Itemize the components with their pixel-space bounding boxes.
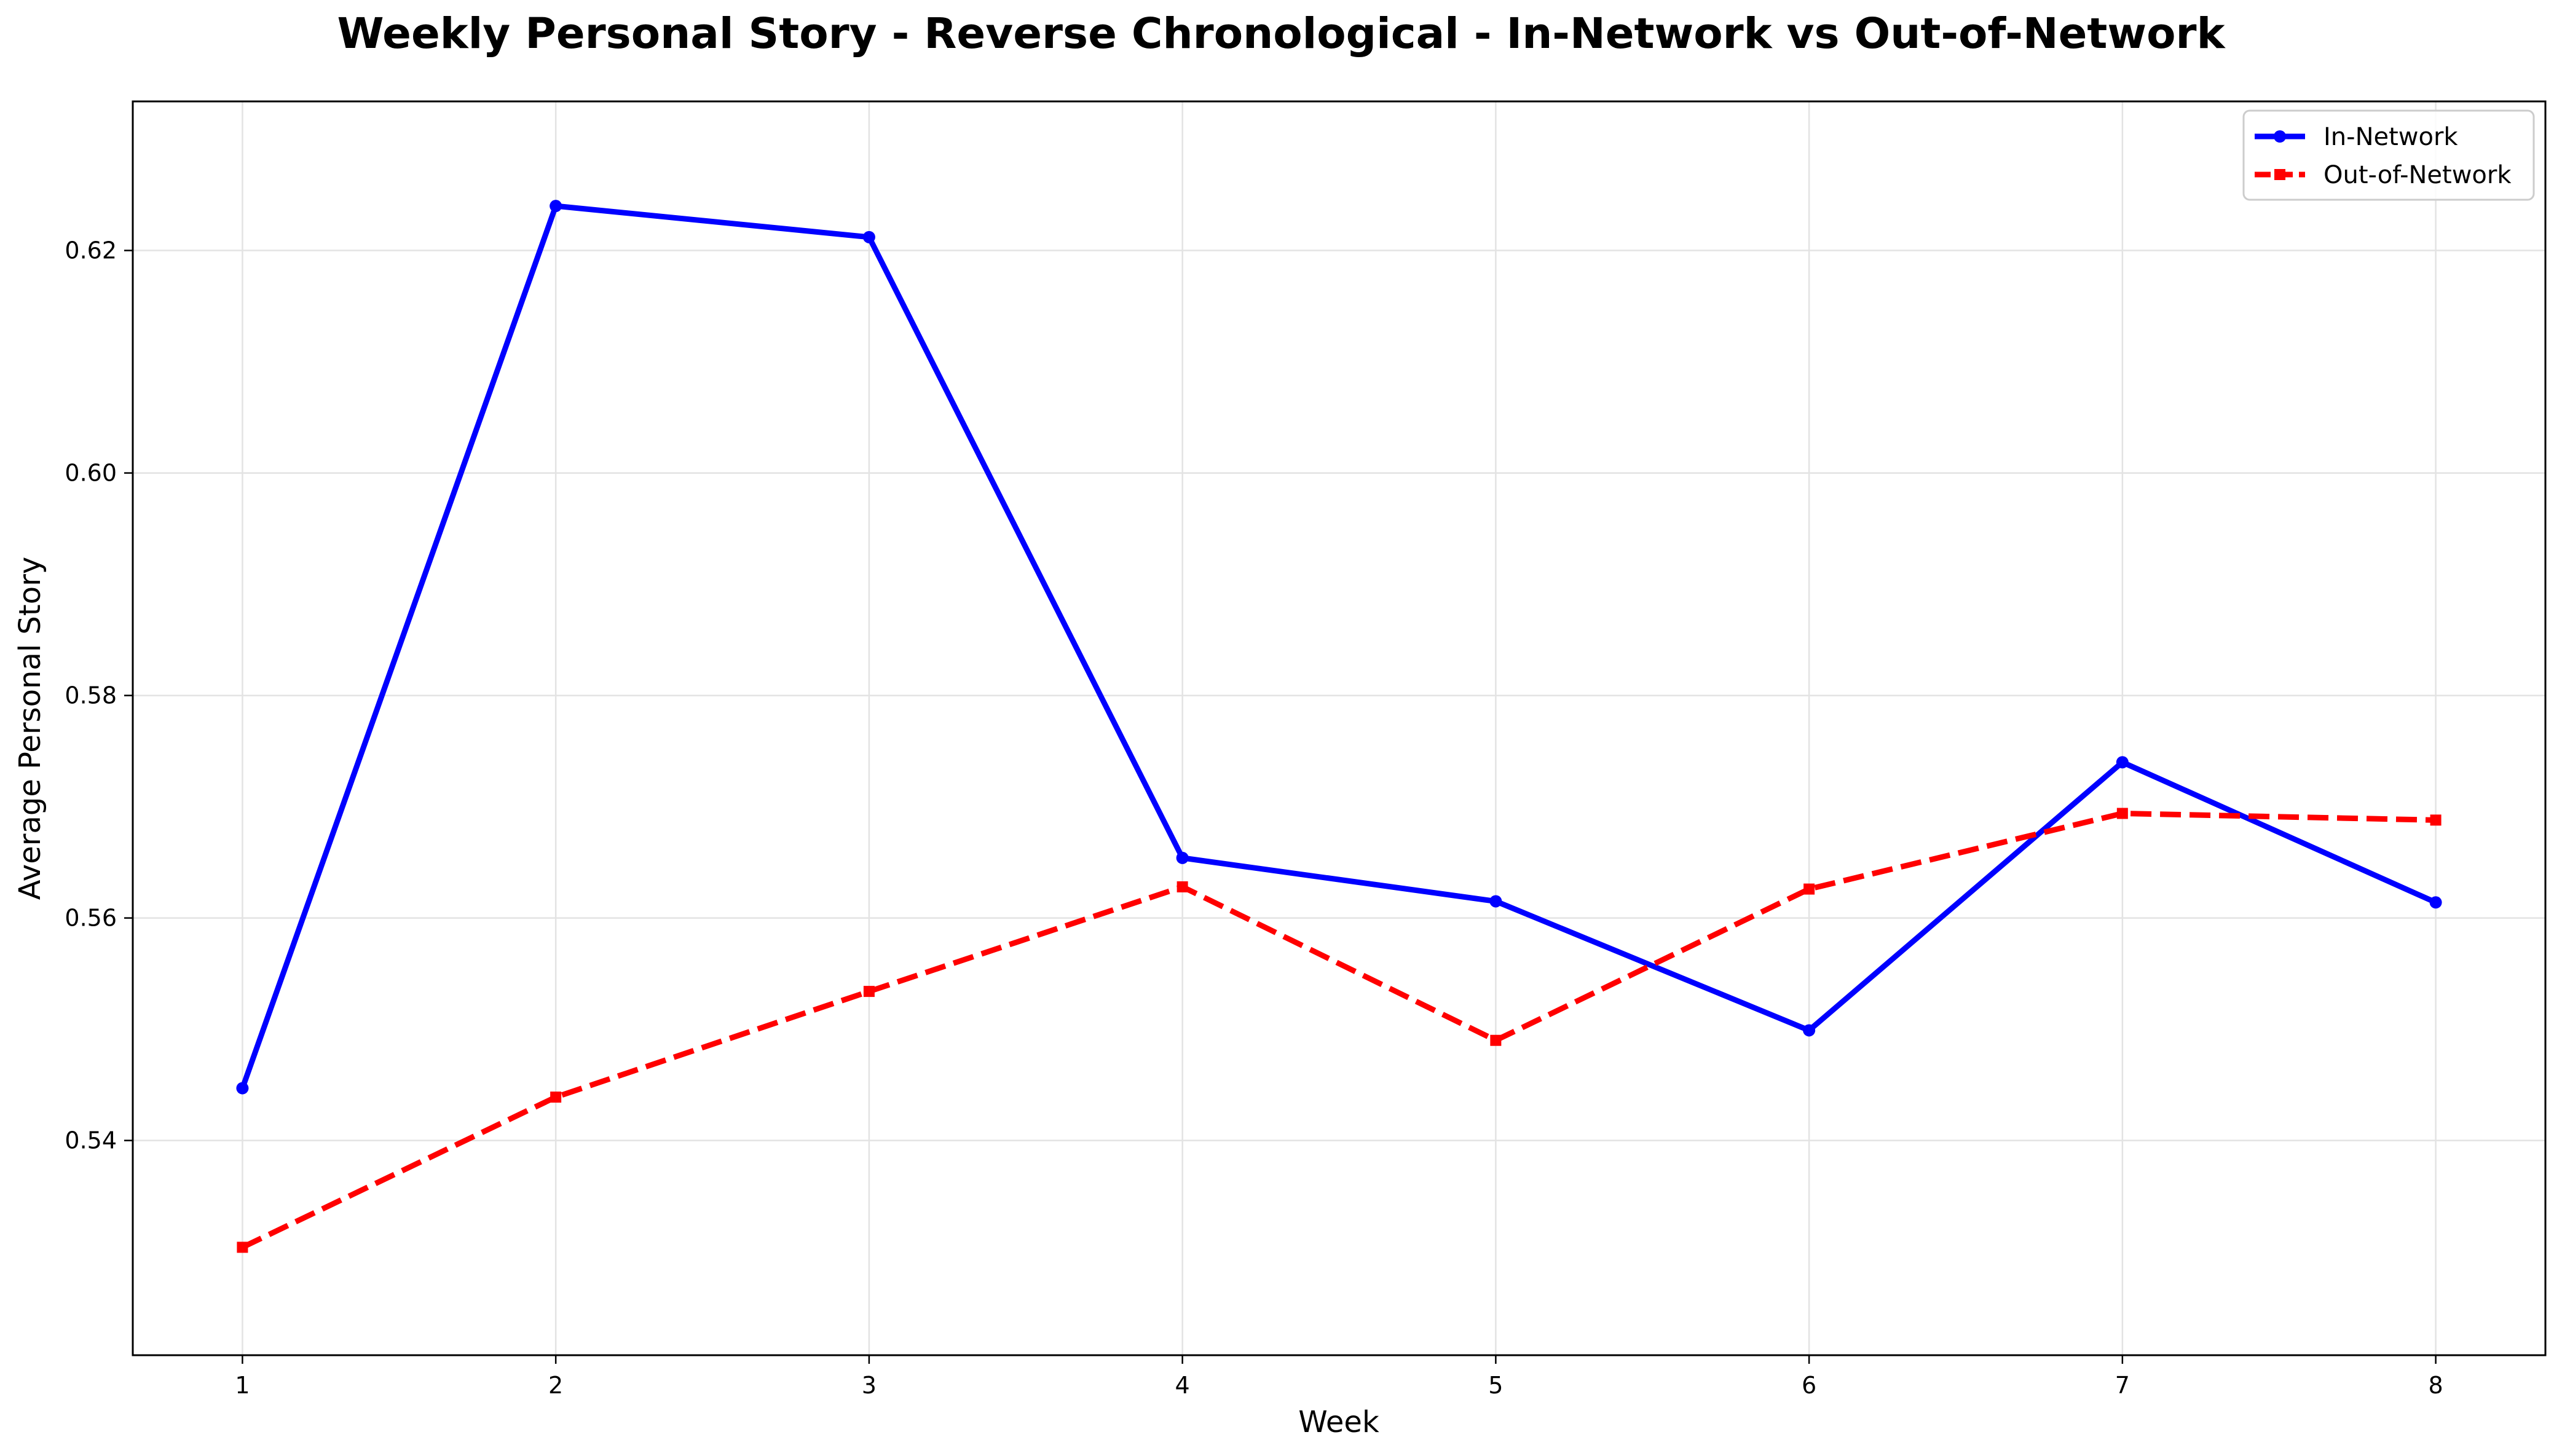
legend-box — [2242, 109, 2535, 201]
out-of-network-point — [1490, 1034, 1502, 1046]
legend-in-network-label: In-Network — [2324, 123, 2458, 151]
out-of-network-point — [1177, 881, 1188, 892]
y-tick-label: 0.60 — [65, 460, 117, 487]
in-network-line — [240, 203, 2437, 1090]
in-network-point — [1803, 1024, 1816, 1037]
x-tick-label: 7 — [2115, 1372, 2130, 1399]
out-of-network-point — [2430, 814, 2442, 826]
x-tick-label: 5 — [1488, 1372, 1503, 1399]
legend-out-of-network-marker — [2274, 169, 2285, 180]
grid — [133, 101, 2545, 1355]
x-tick-label: 8 — [2428, 1372, 2443, 1399]
out-of-network-point — [1803, 883, 1815, 895]
legend: In-Network Out-of-Network — [2242, 109, 2535, 201]
series-layer — [236, 200, 2442, 1253]
y-tick-label: 0.54 — [65, 1127, 117, 1154]
in-network-point — [2116, 756, 2129, 769]
x-tick-label: 6 — [1802, 1372, 1816, 1399]
in-network-point — [1176, 851, 1189, 864]
x-tick-label: 3 — [862, 1372, 877, 1399]
legend-in-network-marker — [2274, 130, 2286, 143]
in-network-point — [236, 1082, 249, 1095]
y-axis-label: Average Personal Story — [13, 557, 47, 900]
x-axis-label: Week — [1298, 1405, 1379, 1439]
plot-frame — [132, 100, 2547, 1356]
in-network-point — [2429, 896, 2442, 909]
out-of-network-line — [241, 810, 2436, 1250]
out-of-network-point — [2116, 808, 2128, 819]
axes: 1 2 3 4 5 6 7 8 0.54 0.56 0.58 0.60 0.62 — [65, 237, 2443, 1399]
chart-title: Weekly Personal Story - Reverse Chronolo… — [337, 9, 2226, 58]
y-tick-label: 0.56 — [65, 905, 117, 932]
in-network-point — [1489, 895, 1502, 908]
legend-out-of-network-label: Out-of-Network — [2324, 161, 2512, 189]
x-tick-label: 2 — [548, 1372, 563, 1399]
out-of-network-point — [863, 986, 875, 998]
out-of-network-point — [550, 1092, 562, 1103]
x-tick-label: 4 — [1175, 1372, 1190, 1399]
y-tick-label: 0.62 — [65, 237, 117, 264]
y-tick-label: 0.58 — [65, 682, 117, 709]
x-tick-label: 1 — [235, 1372, 250, 1399]
in-network-point — [862, 230, 875, 243]
in-network-point — [550, 200, 562, 213]
out-of-network-point — [237, 1242, 248, 1253]
